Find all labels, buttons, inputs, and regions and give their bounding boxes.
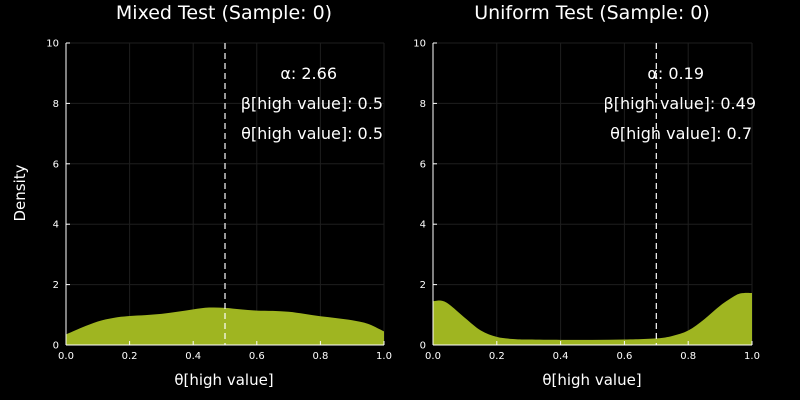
y-tick-label: 6 (53, 159, 59, 170)
annotation-theta: θ[high value]: 0.7 (610, 124, 752, 143)
y-tick-label: 10 (46, 39, 59, 50)
chart-title: Mixed Test (Sample: 0) (116, 2, 332, 24)
x-tick-label: 0.6 (249, 351, 265, 362)
y-tick-label: 0 (53, 341, 59, 352)
x-tick-label: 0.6 (616, 351, 632, 362)
panel-uniform-test: 0.0 0.2 0.4 0.6 0.8 1.0 0 2 4 6 8 10 Uniform Test (… (413, 2, 760, 389)
y-tick-label: 2 (53, 280, 59, 291)
annotation-alpha: α: 2.66 (280, 64, 337, 83)
annotation-beta: β[high value]: 0.49 (604, 94, 756, 113)
x-tick-label: 0.2 (122, 351, 138, 362)
y-tick-label: 2 (420, 280, 426, 291)
y-tick-label: 0 (420, 341, 426, 352)
y-tick-label: 8 (420, 99, 426, 110)
x-tick-label: 1.0 (376, 351, 392, 362)
x-tick-label: 0.4 (553, 351, 569, 362)
y-tick-label: 6 (420, 159, 426, 170)
annotation-theta: θ[high value]: 0.5 (241, 124, 383, 143)
x-tick-label: 0.8 (312, 351, 328, 362)
plot-area: 0.0 0.2 0.4 0.6 0.8 1.0 0 2 4 6 8 10 (413, 39, 760, 363)
y-tick-label: 4 (53, 220, 59, 231)
density-area (433, 292, 752, 345)
chart-title: Uniform Test (Sample: 0) (474, 2, 710, 24)
annotation-beta: β[high value]: 0.5 (241, 94, 383, 113)
x-tick-label: 0.0 (58, 351, 74, 362)
y-tick-label: 10 (413, 39, 426, 50)
x-tick-label: 0.4 (185, 351, 201, 362)
y-axis-label: Density (11, 164, 29, 221)
x-tick-label: 1.0 (744, 351, 760, 362)
panel-mixed-test: 0.0 0.2 0.4 0.6 0.8 1.0 0 2 4 6 8 10 Mixed Test (Sa… (11, 2, 392, 389)
plot-area: 0.0 0.2 0.4 0.6 0.8 1.0 0 2 4 6 8 10 (46, 39, 392, 363)
x-tick-label: 0.0 (425, 351, 441, 362)
y-tick-label: 8 (53, 99, 59, 110)
x-tick-label: 0.2 (489, 351, 505, 362)
x-axis-label: θ[high value] (542, 371, 641, 389)
x-axis-label: θ[high value] (174, 371, 273, 389)
y-tick-label: 4 (420, 220, 426, 231)
x-tick-label: 0.8 (680, 351, 696, 362)
annotation-alpha: α: 0.19 (647, 64, 704, 83)
